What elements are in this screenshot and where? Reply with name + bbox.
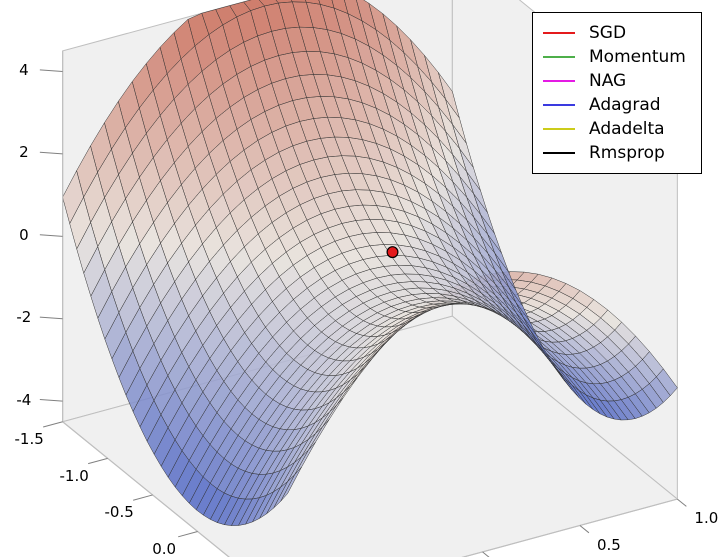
legend-label: SGD: [589, 23, 626, 43]
x-tick-label: -1.5: [15, 430, 44, 448]
z-tick-label: 2: [19, 143, 29, 161]
legend-item: Rmsprop: [543, 141, 689, 165]
start-point-marker: [387, 247, 398, 258]
legend-swatch: [543, 104, 575, 106]
legend-box: SGD Momentum NAG Adagrad Adadelta Rmsprop: [532, 12, 702, 174]
legend-label: Momentum: [589, 47, 686, 67]
x-tick-label: -1.0: [60, 467, 89, 485]
legend-swatch: [543, 128, 575, 130]
legend-item: Momentum: [543, 45, 689, 69]
legend-swatch: [543, 80, 575, 82]
legend-swatch: [543, 32, 575, 34]
legend-item: SGD: [543, 21, 689, 45]
legend-item: Adagrad: [543, 93, 689, 117]
plot-container: SGD Momentum NAG Adagrad Adadelta Rmsprop -1.…: [0, 0, 720, 557]
legend-swatch: [543, 152, 575, 154]
z-tick-label: 4: [19, 61, 29, 79]
legend-swatch: [543, 56, 575, 58]
y-tick-label: 0.5: [597, 536, 621, 554]
legend-label: Adagrad: [589, 95, 661, 115]
legend-label: NAG: [589, 71, 626, 91]
legend-label: Rmsprop: [589, 143, 665, 163]
z-tick-label: -2: [16, 308, 31, 326]
legend-item: Adadelta: [543, 117, 689, 141]
legend-item: NAG: [543, 69, 689, 93]
x-tick-label: -0.5: [105, 503, 134, 521]
z-tick-label: 0: [19, 226, 29, 244]
x-tick-label: 0.0: [152, 540, 176, 557]
legend-label: Adadelta: [589, 119, 665, 139]
y-tick-label: 1.0: [694, 509, 718, 527]
z-tick-label: -4: [16, 391, 31, 409]
